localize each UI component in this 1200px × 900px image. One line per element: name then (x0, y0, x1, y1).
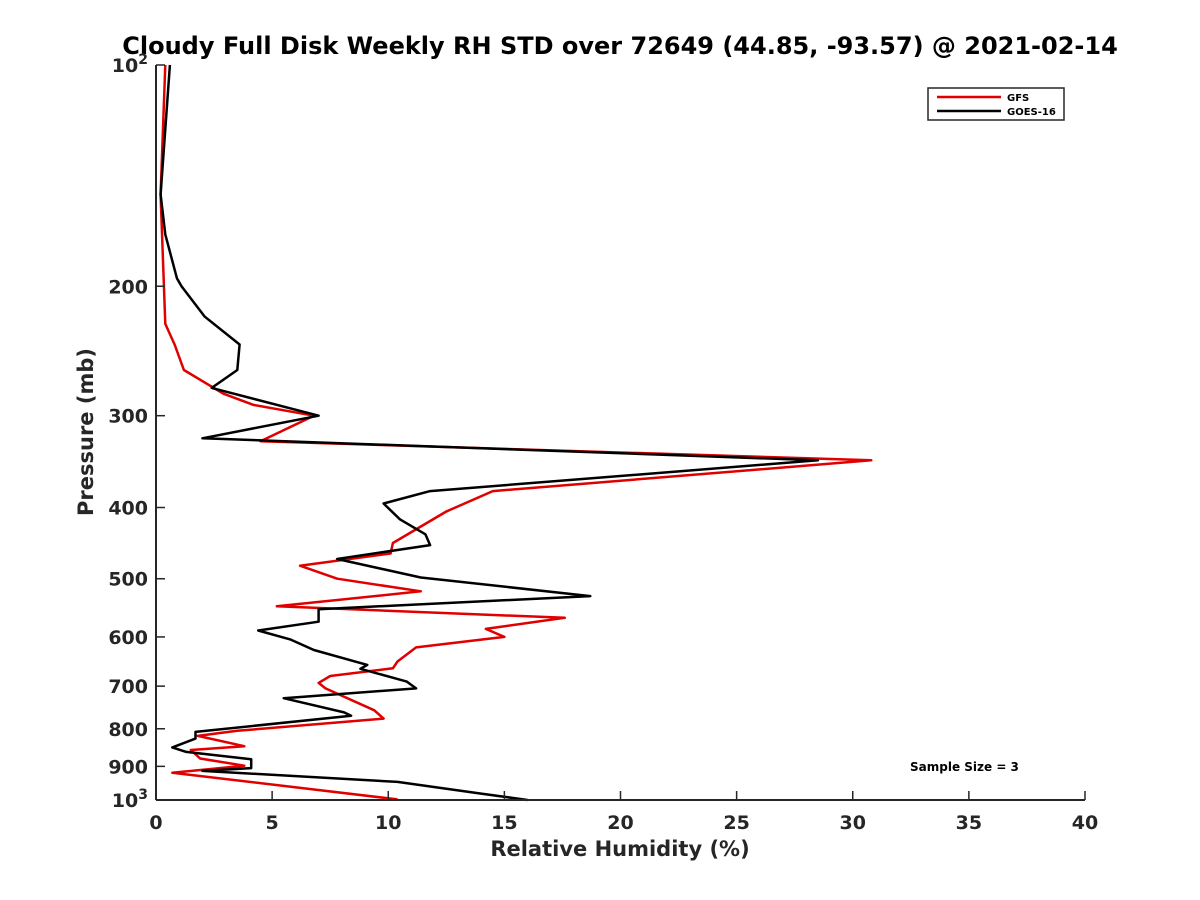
series-layer (159, 64, 873, 802)
x-tick-label: 25 (723, 812, 749, 834)
x-axis-label: Relative Humidity (%) (490, 837, 749, 861)
y-tick-label: 300 (108, 406, 148, 428)
x-tick-label: 0 (149, 812, 162, 834)
legend-label: GOES-16 (1007, 107, 1056, 118)
y-tick-label: 103 (112, 787, 148, 812)
chart-title: Cloudy Full Disk Weekly RH STD over 7264… (122, 32, 1118, 60)
series-line-goes-16 (159, 64, 820, 802)
legend-label: GFS (1007, 93, 1029, 104)
y-tick-label: 500 (108, 569, 148, 591)
y-tick-label: 800 (108, 719, 148, 741)
legend-box (927, 87, 1065, 121)
sample-size-annotation: Sample Size = 3 (910, 760, 1019, 774)
x-ticks: 0 5 10 15 20 25 30 35 40 (149, 791, 1098, 834)
plot-frame (156, 65, 1085, 800)
legend: GFS GOES-16 (927, 87, 1065, 121)
series-line-gfs (159, 64, 873, 801)
plot-area (156, 65, 1085, 800)
x-tick-label: 35 (956, 812, 982, 834)
x-tick-label: 20 (607, 812, 633, 834)
x-tick-label: 40 (1072, 812, 1098, 834)
y-tick-label: 700 (108, 676, 148, 698)
x-tick-label: 5 (266, 812, 279, 834)
y-tick-label: 400 (108, 498, 148, 520)
y-axis-label: Pressure (mb) (74, 348, 98, 516)
y-tick-label: 600 (108, 627, 148, 649)
x-tick-label: 30 (840, 812, 866, 834)
y-tick-label: 900 (108, 756, 148, 778)
x-tick-label: 15 (491, 812, 517, 834)
y-tick-label: 200 (108, 276, 148, 298)
y-tick-label: 102 (112, 52, 148, 77)
y-ticks: 102 200 300 400 500 600 700 800 900 103 (108, 52, 165, 812)
x-tick-label: 10 (375, 812, 401, 834)
